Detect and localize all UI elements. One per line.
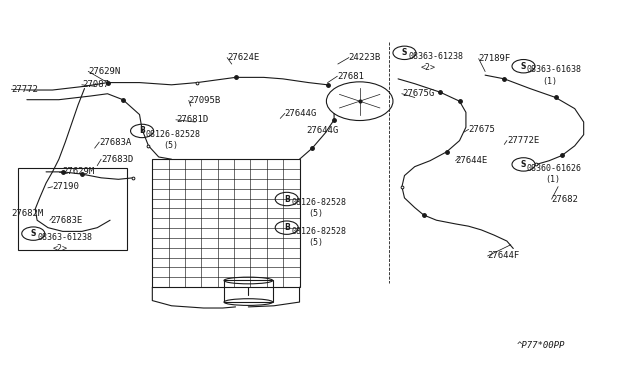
Text: B: B: [140, 126, 145, 135]
Text: <2>: <2>: [421, 63, 436, 72]
Text: (1): (1): [543, 77, 557, 86]
Text: 08126-82528: 08126-82528: [291, 198, 346, 207]
Text: ^P77*00PP: ^P77*00PP: [517, 341, 566, 350]
Text: S: S: [31, 229, 36, 238]
Text: 27629N: 27629N: [88, 67, 120, 76]
Text: 27681D: 27681D: [176, 115, 208, 124]
Text: <2>: <2>: [52, 244, 67, 253]
Text: 27681: 27681: [337, 72, 364, 81]
Text: B: B: [284, 195, 289, 203]
Text: (5): (5): [163, 141, 178, 150]
Text: 08363-61238: 08363-61238: [37, 233, 92, 242]
Text: 27644G: 27644G: [306, 126, 338, 135]
Text: 27772: 27772: [12, 85, 38, 94]
Text: 27683A: 27683A: [99, 138, 131, 147]
Text: 27644F: 27644F: [488, 251, 520, 260]
Text: 24223B: 24223B: [349, 53, 381, 62]
Text: 27624E: 27624E: [227, 53, 259, 62]
Text: (1): (1): [545, 175, 560, 184]
Text: 27683E: 27683E: [50, 216, 82, 225]
Text: 27190: 27190: [52, 182, 79, 191]
Text: 27644E: 27644E: [456, 156, 488, 165]
Text: 08363-61638: 08363-61638: [526, 65, 581, 74]
Text: 08363-61238: 08363-61238: [408, 52, 463, 61]
Text: 27189F: 27189F: [479, 54, 511, 63]
Text: B: B: [284, 223, 289, 232]
Text: 27682: 27682: [552, 195, 579, 203]
Text: 27629M: 27629M: [63, 167, 95, 176]
Text: 27644G: 27644G: [285, 109, 317, 118]
Text: 27683D: 27683D: [101, 155, 133, 164]
Text: (5): (5): [308, 209, 323, 218]
Text: 27675: 27675: [468, 125, 495, 134]
Text: S: S: [402, 48, 407, 57]
Text: 27087: 27087: [82, 80, 109, 89]
Text: S: S: [521, 160, 526, 169]
Text: (5): (5): [308, 238, 323, 247]
Text: 27682M: 27682M: [12, 209, 44, 218]
Text: 27095B: 27095B: [189, 96, 221, 105]
Text: S: S: [521, 62, 526, 71]
Text: 08126-82528: 08126-82528: [146, 130, 201, 139]
Text: 08360-61626: 08360-61626: [526, 164, 581, 173]
Text: 08126-82528: 08126-82528: [291, 227, 346, 236]
Text: 27675G: 27675G: [402, 89, 434, 98]
Text: 27772E: 27772E: [507, 136, 539, 145]
